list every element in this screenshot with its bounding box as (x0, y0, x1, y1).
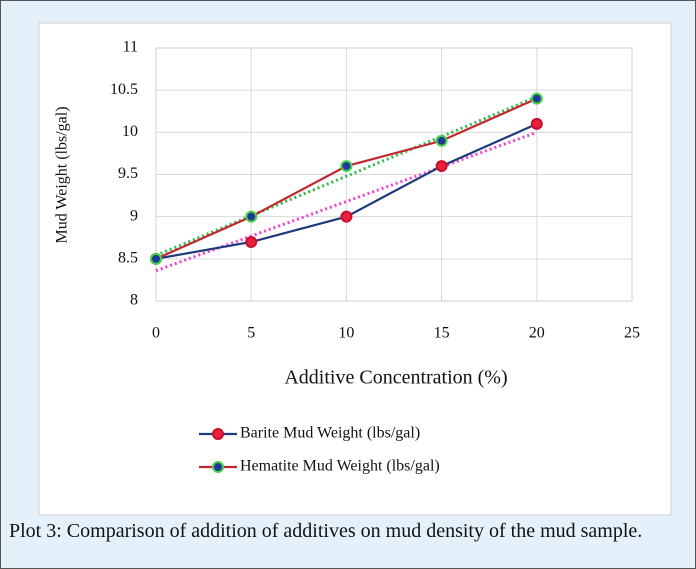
legend-marker (212, 461, 224, 473)
caption: Plot 3: Comparison of addition of additi… (9, 520, 643, 542)
data-point (245, 210, 258, 223)
trendline (155, 95, 538, 257)
x-tick-label: 20 (529, 325, 545, 342)
x-tick-label: 10 (338, 325, 354, 342)
y-tick-label: 8.5 (118, 250, 138, 267)
data-point (340, 160, 353, 173)
x-tick-label: 15 (434, 325, 450, 342)
y-tick-label: 9.5 (118, 165, 138, 182)
plot-frame (155, 47, 633, 302)
y-tick-label: 11 (123, 39, 138, 56)
x-tick-label: 25 (624, 325, 640, 342)
y-tick-label: 10 (122, 123, 138, 140)
legend-marker (212, 428, 224, 440)
data-point (245, 235, 258, 248)
data-point (150, 252, 162, 265)
legend-label: Hematite Mud Weight (lbs/gal) (240, 458, 440, 475)
data-point (340, 210, 353, 223)
legend-label: Barite Mud Weight (lbs/gal) (240, 425, 420, 442)
y-tick-label: 9 (130, 207, 138, 224)
data-point (530, 92, 543, 105)
x-axis-label: Additive Concentration (%) (284, 367, 507, 389)
y-tick-label: 10.5 (110, 81, 138, 98)
chart-area (38, 22, 672, 516)
x-tick-label: 0 (152, 325, 160, 342)
y-axis-label: Mud Weight (lbs/gal) (54, 106, 71, 243)
data-point (435, 160, 448, 173)
chart: Mud Weight (lbs/gal) Additive Concentrat… (38, 22, 672, 516)
data-point (530, 117, 543, 130)
data-point (435, 134, 448, 147)
y-tick-label: 8 (130, 292, 138, 309)
x-tick-label: 5 (247, 325, 255, 342)
